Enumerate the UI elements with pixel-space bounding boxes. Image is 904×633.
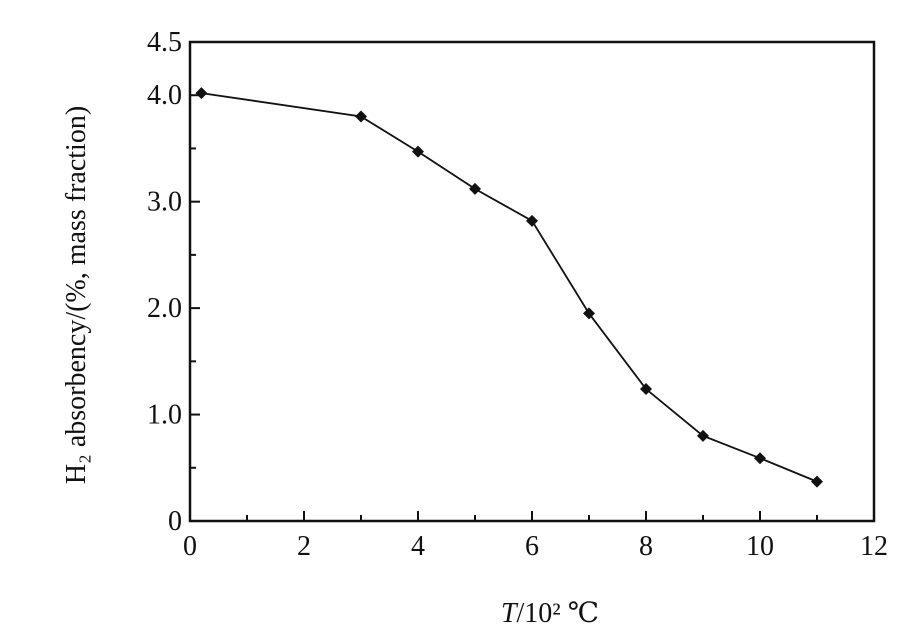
x-axis-label-variable: T — [501, 598, 519, 629]
x-tick-label: 12 — [860, 531, 888, 562]
data-point — [754, 452, 766, 465]
series-group — [195, 87, 823, 488]
series-line — [201, 92, 818, 483]
y-tick-label: 4.5 — [147, 27, 182, 58]
x-tick-label: 0 — [183, 531, 197, 562]
data-point — [526, 214, 538, 227]
plot-frame — [188, 40, 876, 523]
x-tick-label: 2 — [297, 531, 311, 562]
data-point — [469, 182, 481, 195]
x-tick-label: 10 — [746, 531, 774, 562]
x-axis-label: T/10² ℃ — [501, 598, 599, 629]
x-axis: 0 2 4 6 8 10 12 — [183, 511, 888, 562]
x-axis-label-unit: /10² ℃ — [517, 598, 600, 629]
y-tick-label: 3.0 — [147, 187, 182, 218]
data-point — [195, 87, 208, 100]
y-tick-label: 4.0 — [147, 80, 182, 111]
x-tick-label: 4 — [411, 531, 425, 562]
data-point — [583, 307, 595, 320]
y-axis: 0 1.0 2.0 3.0 4.0 4.5 — [147, 27, 200, 537]
x-tick-label: 8 — [639, 531, 653, 562]
y-tick-label: 1.0 — [147, 400, 182, 431]
data-point — [811, 475, 823, 488]
y-tick-label: 0 — [168, 506, 182, 537]
data-point — [697, 429, 709, 442]
y-axis-label: H₂ absorbency/(%, mass fraction) — [61, 106, 92, 484]
data-point — [640, 383, 652, 396]
data-point — [412, 145, 424, 158]
x-tick-label: 6 — [525, 531, 539, 562]
y-tick-label: 2.0 — [147, 293, 182, 324]
data-point — [355, 110, 367, 123]
